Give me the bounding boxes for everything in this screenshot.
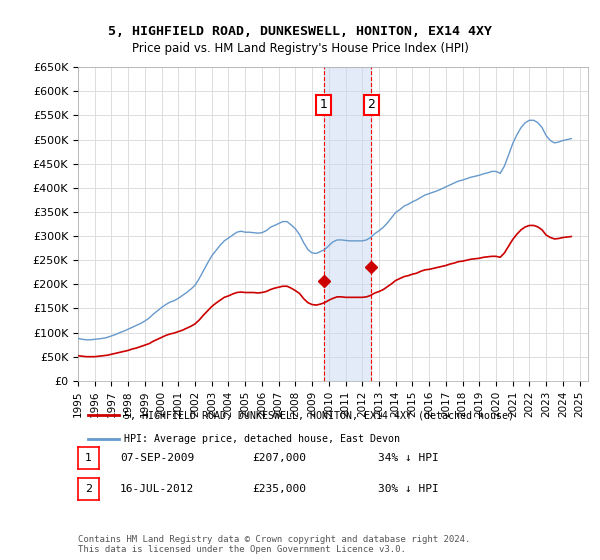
Text: 5, HIGHFIELD ROAD, DUNKESWELL, HONITON, EX14 4XY: 5, HIGHFIELD ROAD, DUNKESWELL, HONITON, … — [108, 25, 492, 38]
Bar — [323, 67, 371, 381]
Text: Price paid vs. HM Land Registry's House Price Index (HPI): Price paid vs. HM Land Registry's House … — [131, 42, 469, 55]
Text: 1: 1 — [320, 99, 328, 111]
Text: 34% ↓ HPI: 34% ↓ HPI — [378, 453, 439, 463]
Text: 2: 2 — [367, 99, 375, 111]
Text: 07-SEP-2009: 07-SEP-2009 — [120, 453, 194, 463]
Text: 5, HIGHFIELD ROAD, DUNKESWELL, HONITON, EX14 4XY (detached house): 5, HIGHFIELD ROAD, DUNKESWELL, HONITON, … — [124, 410, 514, 420]
Text: 16-JUL-2012: 16-JUL-2012 — [120, 484, 194, 494]
Text: HPI: Average price, detached house, East Devon: HPI: Average price, detached house, East… — [124, 434, 400, 444]
Text: £235,000: £235,000 — [252, 484, 306, 494]
Text: 2: 2 — [85, 484, 92, 494]
Text: 30% ↓ HPI: 30% ↓ HPI — [378, 484, 439, 494]
Text: 1: 1 — [85, 453, 92, 463]
Text: Contains HM Land Registry data © Crown copyright and database right 2024.
This d: Contains HM Land Registry data © Crown c… — [78, 535, 470, 554]
Text: £207,000: £207,000 — [252, 453, 306, 463]
